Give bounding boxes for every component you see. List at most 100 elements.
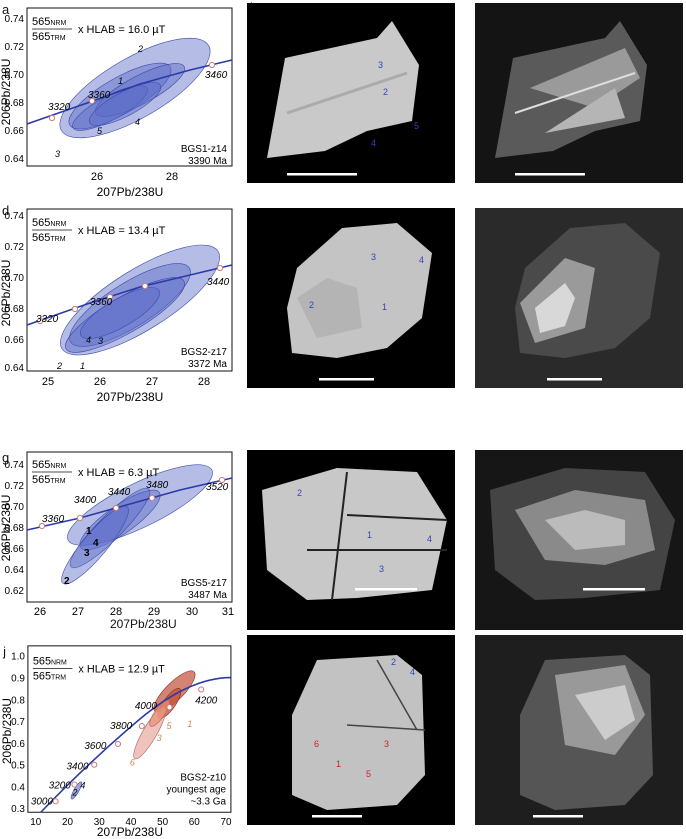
sample-age-note: youngest age xyxy=(167,784,227,795)
spot-label: 1 xyxy=(336,759,341,769)
ratio-numerator: 565NRM xyxy=(32,16,66,28)
y-tick-label: 0.74 xyxy=(5,460,25,471)
y-tick-label: 0.62 xyxy=(5,586,25,597)
age-marker xyxy=(198,686,205,693)
y-tick-label: 1.0 xyxy=(11,652,25,663)
y-tick-label: 0.66 xyxy=(5,335,25,346)
ellipse-label: 4 xyxy=(86,335,91,345)
age-marker xyxy=(216,264,224,272)
zircon-image-f xyxy=(475,208,683,388)
error-ellipse xyxy=(69,487,151,569)
x-tick-label: 31 xyxy=(222,606,234,618)
y-tick-label: 0.68 xyxy=(5,98,25,109)
sample-id: BGS2-z17 xyxy=(181,347,228,358)
error-ellipse xyxy=(60,244,220,356)
spot-label: 2 xyxy=(391,657,396,667)
concordia-plot-g: g 3360 3400 3440 3480 3520 1 4 3 2 565NR… xyxy=(0,450,234,618)
spot-label: 3 xyxy=(379,564,384,574)
scale-bar xyxy=(533,815,583,818)
scale-bar xyxy=(319,378,374,381)
concordia-age-label: 3360 xyxy=(90,297,113,308)
spot-label: 4 xyxy=(419,255,424,265)
spot-label: 4 xyxy=(410,667,415,677)
concordia-age-label: 3200 xyxy=(49,780,72,791)
spot-label: 5 xyxy=(414,121,419,131)
x-tick-label: 20 xyxy=(62,817,74,828)
x-ticks: 26 27 28 29 30 31 xyxy=(34,606,234,618)
y-tick-label: 0.74 xyxy=(5,14,25,25)
ratio-formula: 565NRM 565TRM x HLAB = 12.9 µT xyxy=(32,656,165,683)
x-axis-label: 207Pb/238U xyxy=(110,617,177,631)
ratio-denominator: 565TRM xyxy=(32,31,66,43)
concordia-age-label: 3480 xyxy=(146,480,169,491)
zircon-image-c xyxy=(475,3,683,183)
concordia-age-label: 4000 xyxy=(135,701,158,712)
spot-label: 2 xyxy=(383,87,388,97)
concordia-age-label: 3400 xyxy=(67,762,90,773)
concordia-markers xyxy=(48,61,216,122)
y-tick-label: 0.9 xyxy=(11,674,25,685)
y-tick-label: 0.72 xyxy=(5,481,25,492)
ratio-formula: 565NRM 565TRM x HLAB = 6.3 µT xyxy=(32,459,160,486)
concordia-curve xyxy=(26,59,233,125)
zircon-image-e: 3 4 2 1 xyxy=(247,208,455,388)
spot-label: 6 xyxy=(314,739,319,749)
sample-age: 3487 Ma xyxy=(188,590,227,601)
ratio-denominator: 565TRM xyxy=(33,671,66,683)
age-marker xyxy=(52,798,59,805)
x-ticks: 25 26 27 28 xyxy=(42,376,210,388)
x-ticks: 10 20 30 40 50 60 70 xyxy=(30,817,232,828)
x-tick-label: 30 xyxy=(94,817,106,828)
age-marker xyxy=(88,97,96,105)
y-tick-label: 0.70 xyxy=(5,502,25,513)
concordia-age-label: 3600 xyxy=(84,741,107,752)
x-tick-label: 30 xyxy=(186,606,198,618)
age-marker xyxy=(208,61,216,69)
y-tick-label: 0.66 xyxy=(5,544,25,555)
error-ellipse xyxy=(67,464,213,546)
error-ellipse xyxy=(95,63,185,117)
age-marker xyxy=(36,317,44,325)
age-marker xyxy=(218,476,226,484)
y-tick-label: 0.3 xyxy=(11,804,25,815)
error-ellipse xyxy=(149,699,170,727)
ellipse-label: 3 xyxy=(55,149,60,159)
figure-row-2: d 3320 3360 3440 4 3 2 1 565NRM 565TRM x… xyxy=(0,203,686,410)
spot-label: 3 xyxy=(378,60,383,70)
age-marker xyxy=(114,740,122,747)
age-marker xyxy=(71,305,79,313)
y-tick-label: 0.68 xyxy=(5,304,25,315)
ratio-numerator: 565NRM xyxy=(32,217,66,229)
zircon-image-h: 2 1 4 3 xyxy=(247,450,455,630)
age-marker xyxy=(38,522,46,530)
x-tick-label: 10 xyxy=(30,817,42,828)
sample-age: ~3.3 Ga xyxy=(190,796,226,807)
field-strength: x HLAB = 16.0 µT xyxy=(78,24,166,36)
y-axis-label: 206Pb/238U xyxy=(0,698,14,764)
age-marker xyxy=(138,723,145,730)
scale-bar xyxy=(547,378,602,381)
spot-label: 1 xyxy=(367,530,372,540)
concordia-markers xyxy=(36,264,224,325)
concordia-plot-d: d 3320 3360 3440 4 3 2 1 565NRM 565TRM x… xyxy=(0,203,233,404)
age-marker xyxy=(141,282,149,290)
error-ellipse xyxy=(70,781,83,800)
error-ellipse xyxy=(61,505,129,585)
x-tick-label: 27 xyxy=(146,376,158,388)
concordia-age-label: 3360 xyxy=(88,90,111,101)
spot-label: 3 xyxy=(371,252,376,262)
zircon-image-i xyxy=(475,450,683,630)
y-tick-label: 0.64 xyxy=(5,154,25,165)
figure-row-1: a 3320 3360 3460 2 1 5 4 3 565NRM 565TRM… xyxy=(0,0,686,205)
ellipses xyxy=(61,464,213,585)
y-tick-label: 0.4 xyxy=(11,782,25,793)
ratio-formula: 565NRM 565TRM x HLAB = 13.4 µT xyxy=(32,217,166,244)
y-tick-label: 0.68 xyxy=(5,523,25,534)
y-tick-label: 0.70 xyxy=(5,70,25,81)
ellipse-label: 6 xyxy=(130,758,135,768)
plot-frame xyxy=(26,451,233,603)
x-tick-label: 25 xyxy=(42,376,54,388)
concordia-age-label: 3460 xyxy=(205,70,228,81)
ellipse-label: 3 xyxy=(157,733,162,743)
x-tick-label: 28 xyxy=(198,376,210,388)
